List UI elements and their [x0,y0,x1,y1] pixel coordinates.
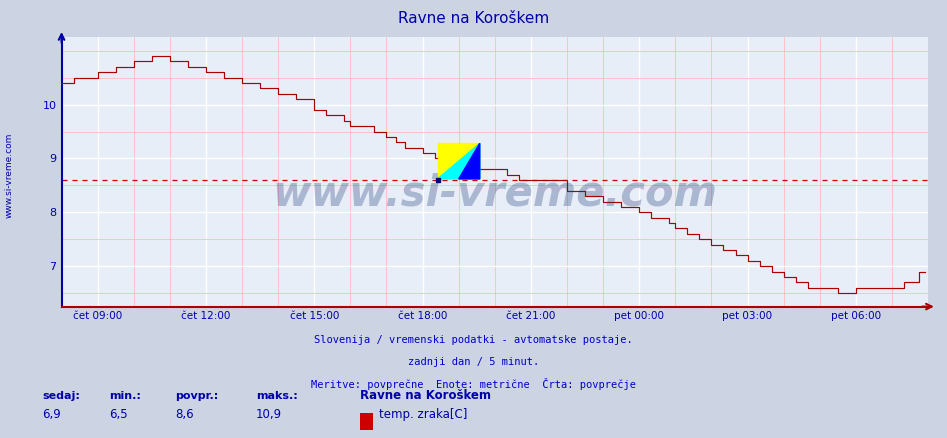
Text: Slovenija / vremenski podatki - avtomatske postaje.: Slovenija / vremenski podatki - avtomats… [314,335,633,345]
Text: maks.:: maks.: [256,391,297,401]
Text: www.si-vreme.com: www.si-vreme.com [5,133,14,218]
Polygon shape [438,143,480,179]
Text: temp. zraka[C]: temp. zraka[C] [379,408,467,421]
Text: sedaj:: sedaj: [43,391,80,401]
Polygon shape [438,143,480,179]
Text: Meritve: povprečne  Enote: metrične  Črta: povprečje: Meritve: povprečne Enote: metrične Črta:… [311,378,636,389]
Text: Ravne na Koroškem: Ravne na Koroškem [398,11,549,26]
Text: 6,9: 6,9 [43,408,62,421]
Text: povpr.:: povpr.: [175,391,219,401]
Text: zadnji dan / 5 minut.: zadnji dan / 5 minut. [408,357,539,367]
Text: 6,5: 6,5 [109,408,128,421]
Text: Ravne na Koroškem: Ravne na Koroškem [360,389,491,402]
Text: www.si-vreme.com: www.si-vreme.com [273,173,717,215]
Text: 8,6: 8,6 [175,408,194,421]
Text: min.:: min.: [109,391,141,401]
Text: 10,9: 10,9 [256,408,282,421]
Polygon shape [458,143,480,179]
